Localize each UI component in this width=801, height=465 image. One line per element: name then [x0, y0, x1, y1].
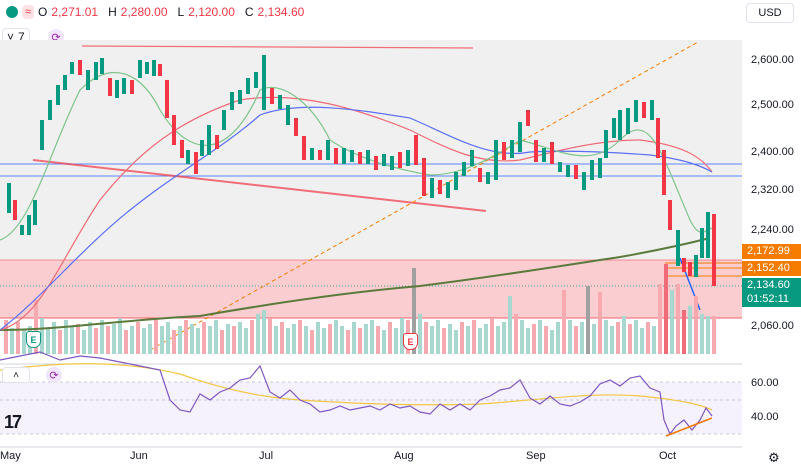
ma-20: [0, 72, 713, 241]
bar-countdown: 01:52:11: [742, 292, 801, 307]
rsi-tick-60: 60.00: [751, 377, 779, 389]
price-tick-2060: 2,060.00: [751, 320, 794, 332]
low-value: 2,120.00: [188, 5, 235, 19]
time-tick-jun: Jun: [130, 450, 148, 462]
close-label: C: [244, 5, 254, 19]
high-label: H: [108, 5, 117, 19]
high-value: 2,280.00: [120, 5, 168, 19]
rsi-tick-40: 40.00: [751, 411, 779, 423]
price-chart[interactable]: [0, 0, 742, 448]
time-tick-oct: Oct: [659, 450, 677, 462]
open-label: O: [38, 5, 48, 19]
open-value: 2,271.01: [51, 5, 99, 19]
rsi-ma-line: [0, 363, 713, 411]
price-tick-2500: 2,500.00: [751, 99, 794, 111]
volume-bars: [4, 264, 716, 354]
indicator-count: 7: [18, 30, 25, 44]
price-tick-2400: 2,400.00: [751, 146, 794, 158]
price-tick-2600: 2,600.00: [751, 54, 794, 66]
gear-icon[interactable]: ⚙: [768, 450, 780, 465]
last-price-tag: 2,134.60: [742, 278, 801, 293]
tradingview-logo[interactable]: 17: [4, 412, 22, 432]
price-tick-2240: 2,240.00: [751, 224, 794, 236]
close-value: 2,134.60: [257, 5, 305, 19]
low-label: L: [177, 5, 185, 19]
shaded-zone: [0, 40, 742, 260]
time-tick-aug: Aug: [394, 450, 414, 462]
rsi-band: [0, 382, 742, 434]
currency-button[interactable]: USD: [746, 3, 794, 23]
ohlc-legend: ≈ O 2,271.01 H 2,280.00 L 2,120.00 C 2,134.6…: [0, 2, 310, 22]
candlesticks: [7, 55, 716, 286]
market-status-icon[interactable]: [6, 6, 18, 18]
time-tick-may: May: [0, 450, 21, 462]
rsi-collapse-button[interactable]: ˄: [2, 367, 30, 383]
ma-50: [0, 96, 713, 331]
trendline-down[interactable]: [32, 159, 487, 212]
resistance-zone: [0, 260, 742, 318]
rsi-line: [0, 351, 713, 436]
chevron-down-icon: ˅: [7, 30, 15, 44]
price-tag-middle: 2,152.40: [742, 261, 801, 276]
rsi-sync-icon[interactable]: ⟳: [46, 367, 62, 383]
price-tag-upper: 2,172.99: [742, 244, 801, 259]
earnings-badge-1[interactable]: E: [26, 331, 41, 348]
time-tick-sep: Sep: [526, 450, 546, 462]
price-tick-2320: 2,320.00: [751, 184, 794, 196]
ma-200: [0, 237, 711, 331]
ma-100: [0, 106, 713, 331]
earnings-badge-2[interactable]: E: [403, 333, 418, 350]
rsi-trendline[interactable]: [665, 417, 713, 437]
wave-icon[interactable]: ≈: [22, 5, 35, 19]
trendline-top[interactable]: [81, 45, 474, 49]
time-tick-jul: Jul: [259, 450, 274, 462]
